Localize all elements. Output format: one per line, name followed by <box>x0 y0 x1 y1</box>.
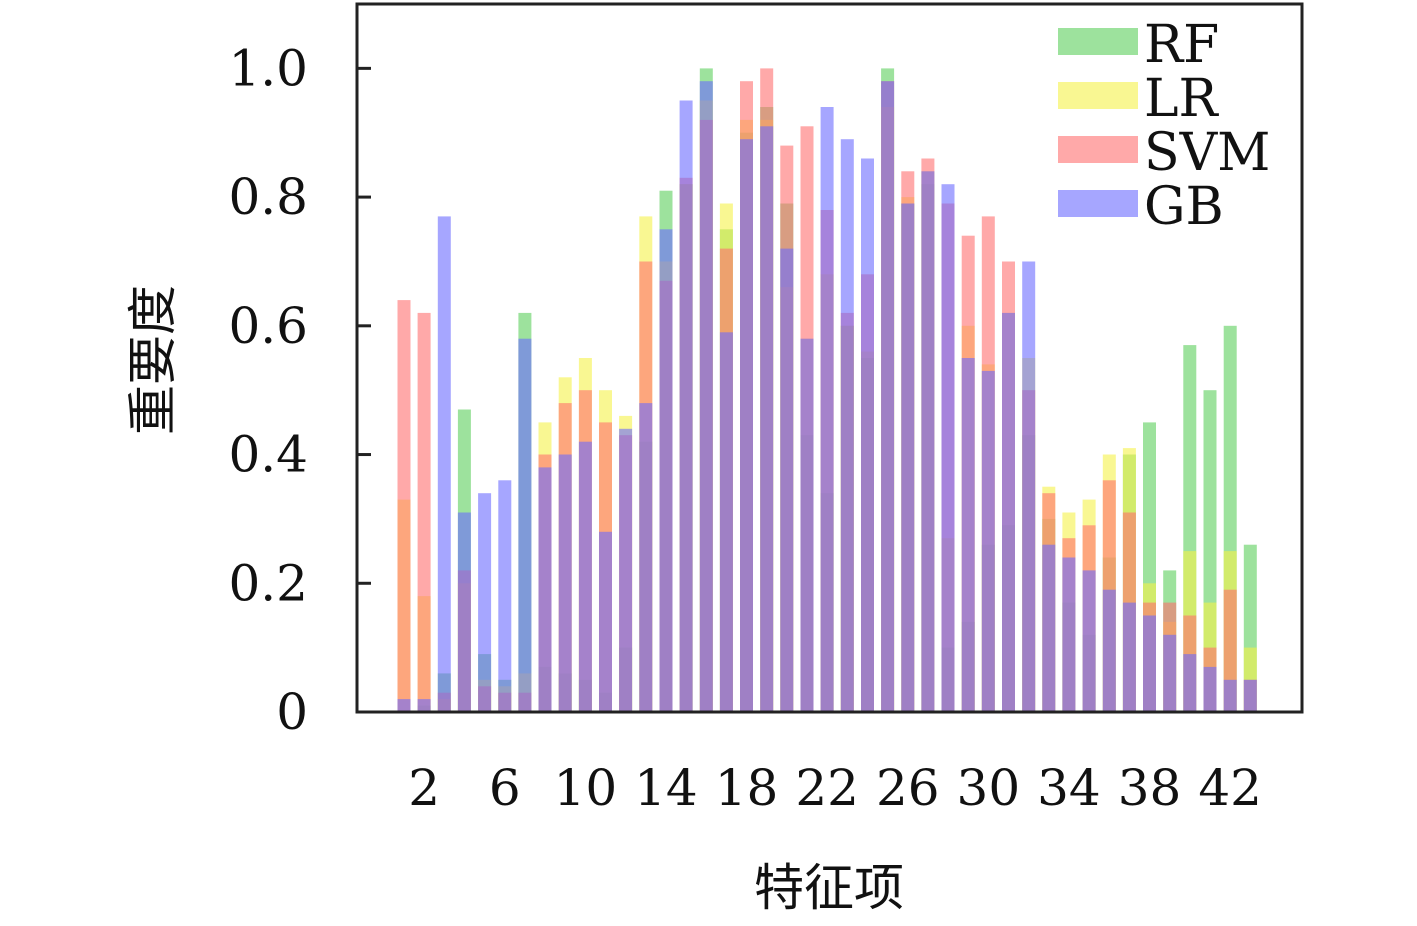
legend-label-svm: SVM <box>1144 123 1270 183</box>
bar-gb-2 <box>417 699 431 712</box>
y-axis: 0 0.2 0.4 0.6 0.8 1.0 <box>228 39 371 741</box>
bar-gb-37 <box>1122 602 1136 712</box>
bar-gb-3 <box>437 216 451 712</box>
bar-gb-27 <box>921 171 935 713</box>
bar-gb-28 <box>941 184 955 712</box>
bar-gb-29 <box>961 358 975 712</box>
bars-layer <box>397 68 1257 713</box>
bar-gb-17 <box>719 332 733 712</box>
bar-gb-42 <box>1223 679 1237 712</box>
bar-gb-10 <box>578 441 592 712</box>
bar-gb-12 <box>619 428 633 712</box>
bar-gb-6 <box>498 480 512 712</box>
bar-gb-18 <box>740 139 753 712</box>
x-tick-label: 30 <box>957 759 1021 817</box>
y-tick-label: 0.4 <box>228 426 308 484</box>
bar-gb-14 <box>659 229 673 713</box>
bar-gb-23 <box>840 139 854 712</box>
bar-gb-36 <box>1102 589 1116 712</box>
bar-gb-22 <box>820 107 834 712</box>
legend-swatch-lr <box>1058 82 1138 109</box>
bar-gb-40 <box>1183 654 1197 712</box>
legend-label-rf: RF <box>1144 15 1219 75</box>
y-tick-label: 0.2 <box>228 554 308 612</box>
x-tick-label: 34 <box>1037 759 1101 817</box>
bar-gb-1 <box>397 699 411 712</box>
x-tick-label: 14 <box>634 759 698 817</box>
y-tick-label: 0.6 <box>228 297 308 355</box>
y-tick-label: 1.0 <box>228 39 308 97</box>
bar-gb-41 <box>1203 666 1217 712</box>
bar-gb-24 <box>861 158 874 712</box>
legend-swatch-gb <box>1058 190 1138 217</box>
bar-gb-20 <box>780 248 794 712</box>
bar-gb-5 <box>478 493 492 712</box>
legend-label-gb: GB <box>1144 177 1224 237</box>
x-tick-label: 22 <box>795 759 859 817</box>
x-tick-label: 18 <box>715 759 779 817</box>
bar-gb-31 <box>1002 312 1015 712</box>
x-tick-label: 6 <box>489 759 521 817</box>
bar-gb-21 <box>800 338 814 712</box>
bar-gb-35 <box>1082 570 1096 712</box>
bar-gb-7 <box>518 338 532 712</box>
plot-frame <box>355 2 1304 714</box>
y-axis-title: 重要度 <box>124 285 182 435</box>
legend-label-lr: LR <box>1144 69 1220 129</box>
bar-gb-33 <box>1042 544 1056 712</box>
bar-gb-19 <box>760 126 774 713</box>
bar-svm-1 <box>397 300 411 712</box>
legend-swatch-svm <box>1058 136 1138 163</box>
bar-gb-38 <box>1143 615 1156 712</box>
bar-gb-13 <box>639 403 653 712</box>
bar-gb-4 <box>457 512 471 712</box>
legend-swatch-rf <box>1058 28 1138 55</box>
bar-gb-26 <box>901 203 915 712</box>
x-tick-label: 38 <box>1118 759 1182 817</box>
bar-gb-16 <box>699 81 713 712</box>
y-tick-label: 0 <box>276 683 308 741</box>
y-tick-label: 0.8 <box>228 168 308 226</box>
x-tick-label: 26 <box>876 759 940 817</box>
bar-gb-34 <box>1062 557 1076 712</box>
bar-gb-15 <box>679 100 693 712</box>
x-tick-label: 42 <box>1198 759 1262 817</box>
bar-gb-9 <box>558 454 572 712</box>
bar-gb-25 <box>881 81 895 712</box>
bar-gb-43 <box>1243 679 1257 712</box>
bar-gb-8 <box>538 467 552 712</box>
bar-gb-30 <box>981 370 995 712</box>
bar-gb-11 <box>599 531 612 712</box>
bar-gb-32 <box>1022 261 1036 712</box>
x-tick-label: 10 <box>554 759 618 817</box>
bar-gb-39 <box>1163 634 1177 712</box>
x-tick-label: 2 <box>408 759 440 817</box>
x-axis: 2 6 10 14 18 22 26 30 34 38 42 <box>408 759 1262 817</box>
x-axis-title: 特征项 <box>754 859 904 917</box>
bar-svm-2 <box>417 312 431 712</box>
